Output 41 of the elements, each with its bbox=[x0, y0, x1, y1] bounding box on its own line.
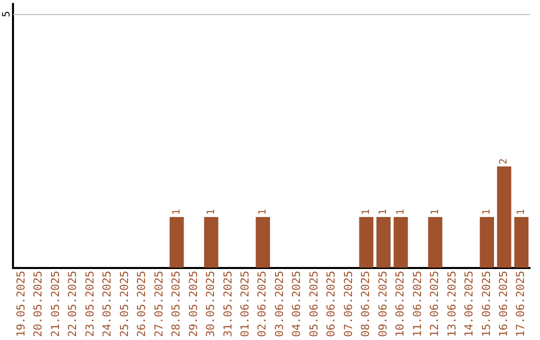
x-tick-label: 21.05.2025 bbox=[48, 270, 62, 338]
x-tick-label: 24.05.2025 bbox=[100, 270, 114, 338]
x-tick-label: 08.06.2025 bbox=[359, 270, 372, 338]
x-tick-label: 04.06.2025 bbox=[290, 270, 304, 338]
x-tick-label: 01.06.2025 bbox=[238, 270, 252, 338]
x-tick-label: 22.05.2025 bbox=[66, 270, 80, 338]
x-tick-label: 03.06.2025 bbox=[272, 270, 286, 338]
data-label: 1 bbox=[378, 209, 390, 216]
data-label: 1 bbox=[482, 209, 493, 216]
data-label: 1 bbox=[171, 209, 182, 216]
x-tick-label: 28.05.2025 bbox=[170, 270, 183, 338]
data-label: 1 bbox=[257, 209, 268, 216]
data-label: 1 bbox=[395, 209, 406, 216]
x-tick-label: 30.05.2025 bbox=[204, 270, 218, 338]
x-tick-label: 12.06.2025 bbox=[428, 270, 442, 338]
data-label: 2 bbox=[498, 158, 510, 164]
x-tick-label: 02.06.2025 bbox=[256, 270, 269, 338]
x-tick-label: 09.06.2025 bbox=[376, 270, 390, 338]
x-tick-label: 23.05.2025 bbox=[83, 270, 96, 338]
x-tick-label: 07.06.2025 bbox=[342, 270, 355, 338]
x-tick-label: 26.05.2025 bbox=[135, 270, 148, 338]
x-tick-label: 15.06.2025 bbox=[480, 270, 493, 338]
x-tick-label: 29.05.2025 bbox=[186, 270, 200, 338]
x-tick-label: 16.06.2025 bbox=[497, 270, 510, 338]
x-tick-label: 20.05.2025 bbox=[32, 270, 45, 338]
x-tick-label: 27.05.2025 bbox=[152, 270, 166, 338]
data-label: 1 bbox=[516, 209, 527, 216]
x-tick-label: 19.05.2025 bbox=[14, 270, 28, 338]
y-tick-label: 5 bbox=[2, 11, 13, 18]
x-tick-label: 06.06.2025 bbox=[324, 270, 338, 338]
x-tick-label: 31.05.2025 bbox=[221, 270, 234, 338]
x-tick-label: 17.06.2025 bbox=[514, 270, 528, 338]
data-label: 1 bbox=[360, 209, 372, 216]
x-tick-label: 25.05.2025 bbox=[118, 270, 131, 338]
x-tick-label: 14.06.2025 bbox=[462, 270, 476, 338]
data-label: 1 bbox=[206, 209, 217, 216]
x-tick-label: 13.06.2025 bbox=[445, 270, 458, 338]
x-tick-label: 05.06.2025 bbox=[307, 270, 320, 338]
x-tick-label: 10.06.2025 bbox=[394, 270, 407, 338]
data-label: 1 bbox=[430, 209, 441, 216]
x-tick-label: 11.06.2025 bbox=[410, 270, 424, 338]
